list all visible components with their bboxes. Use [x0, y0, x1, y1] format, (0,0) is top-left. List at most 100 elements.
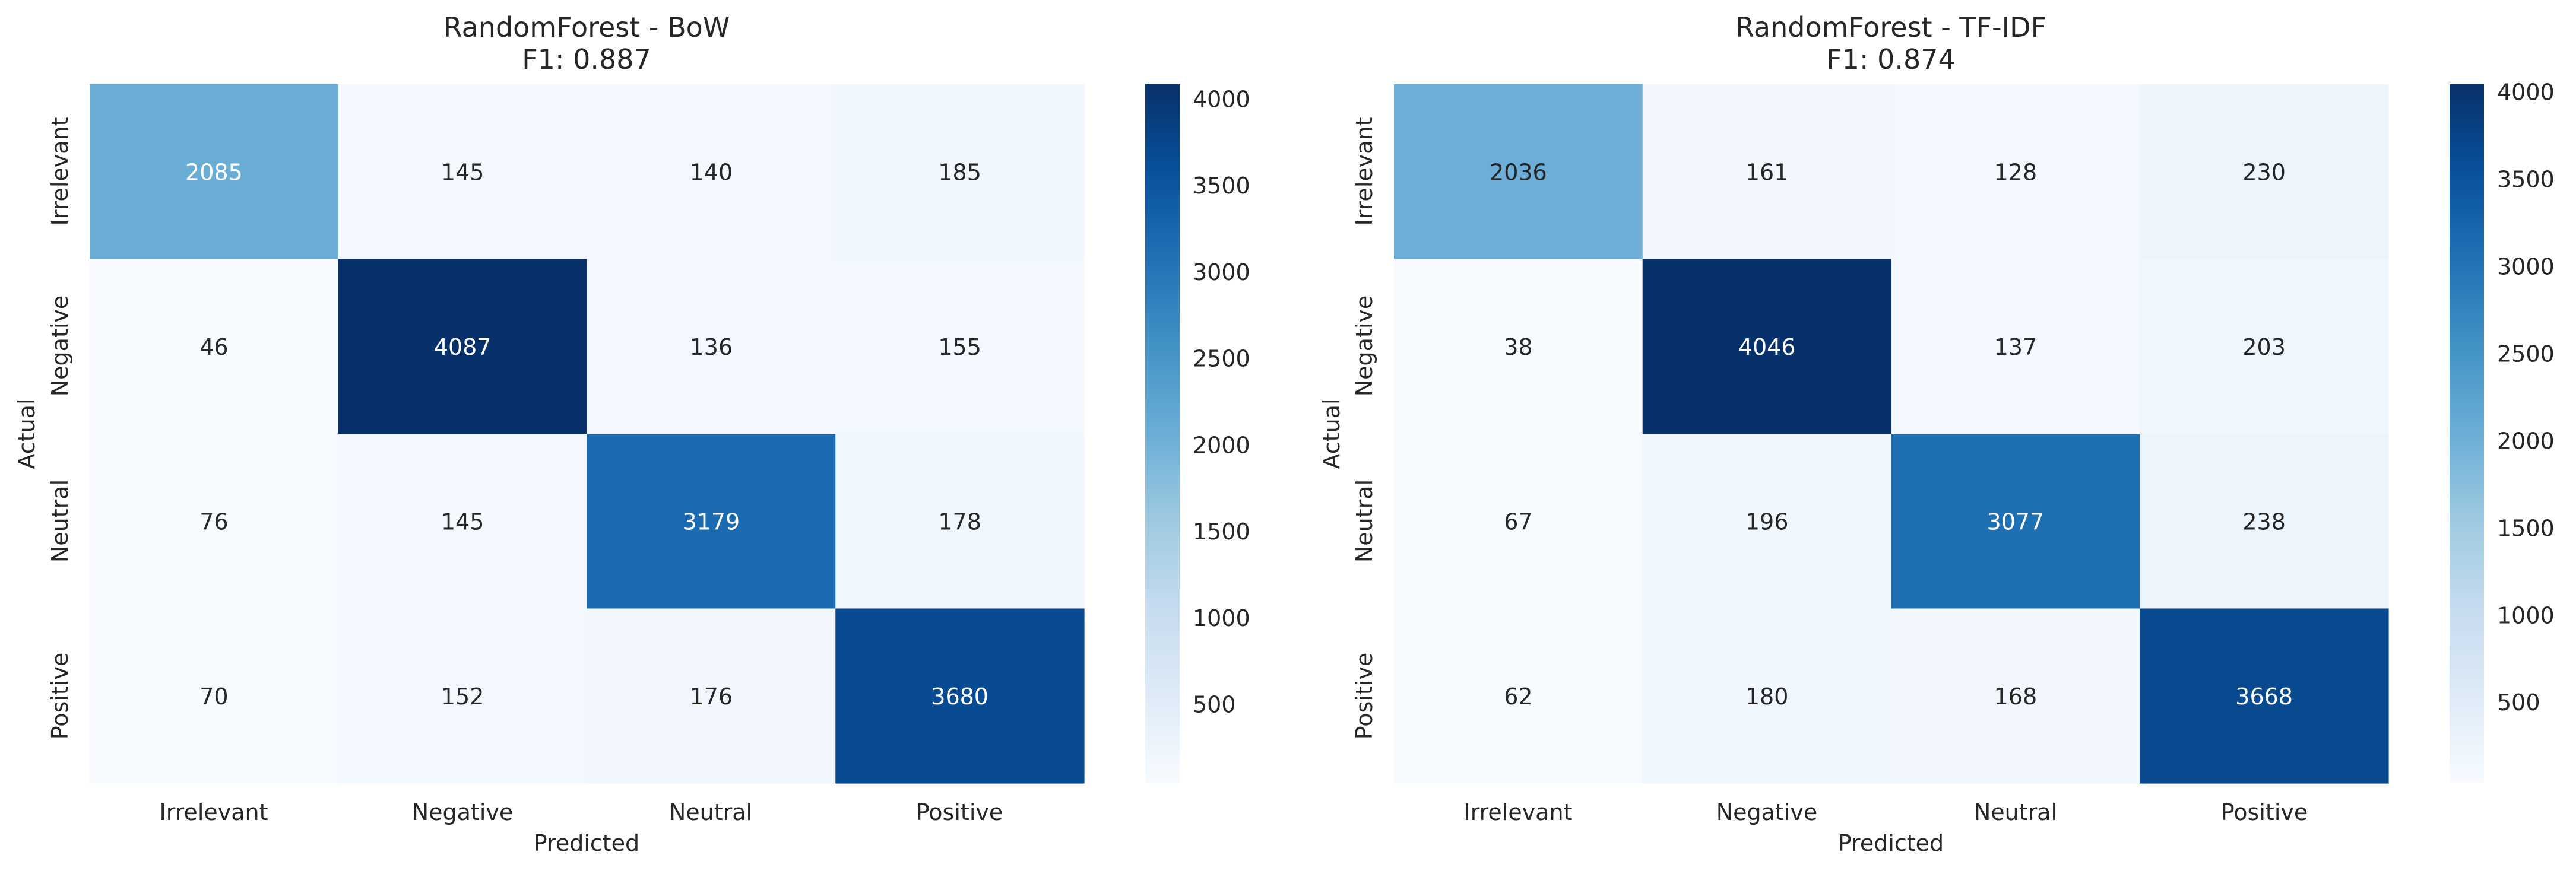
cell-value-label: 155	[938, 334, 981, 360]
cell-value-label: 180	[1745, 684, 1789, 710]
heatmap-cell	[587, 84, 836, 260]
chart-title: RandomForest - BoW	[443, 11, 730, 43]
cell-value-label: 3668	[2235, 684, 2293, 710]
y-tick-label: Negative	[47, 295, 73, 397]
colorbar-tick-label: 2000	[1193, 432, 1250, 458]
colorbar	[1145, 84, 1180, 783]
cell-value-label: 176	[690, 684, 733, 710]
heatmap-cell	[1394, 259, 1643, 434]
cell-value-label: 168	[1994, 684, 2038, 710]
x-tick-label: Irrelevant	[1463, 799, 1572, 825]
colorbar-tick-label: 4000	[1193, 86, 1250, 112]
x-tick-label: Neutral	[669, 799, 752, 825]
y-tick-label: Irrelevant	[47, 117, 73, 225]
x-tick-labels: Irrelevant Negative Neutral Positive	[159, 799, 1003, 825]
heatmap-cell	[338, 608, 588, 784]
heatmap-cell	[587, 434, 836, 609]
chart-subtitle: F1: 0.874	[1826, 43, 1956, 75]
cell-value-label: 38	[1504, 334, 1532, 360]
y-tick-label: Negative	[1351, 295, 1377, 397]
colorbar-tick-label: 500	[1193, 692, 1236, 718]
cell-value-label: 140	[690, 159, 733, 185]
heatmap-cells	[1394, 84, 2389, 784]
heatmap-cell	[90, 84, 339, 260]
cell-value-label: 4046	[1738, 334, 1796, 360]
heatmap-cell	[1394, 434, 1643, 609]
colorbar-tick-label: 2500	[1193, 346, 1250, 372]
colorbar-ticks: 500 1000 1500 2000 2500 3000 3500 4000	[2497, 80, 2555, 716]
heatmap-cell	[338, 84, 588, 260]
x-tick-labels: Irrelevant Negative Neutral Positive	[1463, 799, 2308, 825]
cell-value-label: 3179	[683, 508, 740, 535]
heatmap-cell	[1394, 608, 1643, 784]
colorbar-tick-label: 1500	[1193, 519, 1250, 545]
x-axis-label: Predicted	[1838, 830, 1944, 856]
cell-value-label: 136	[690, 334, 733, 360]
y-tick-label: Neutral	[47, 479, 73, 562]
y-axis-label: Actual	[1319, 398, 1345, 469]
colorbar-tick-label: 1000	[2497, 602, 2555, 628]
x-tick-label: Neutral	[1974, 799, 2057, 825]
cell-value-label: 62	[1504, 684, 1532, 710]
heatmap-cells	[90, 84, 1085, 784]
x-axis-label: Predicted	[534, 830, 639, 856]
y-tick-label: Positive	[47, 653, 73, 740]
cell-value-label: 67	[1504, 508, 1532, 535]
heatmap-cell	[90, 608, 339, 784]
cell-value-label: 145	[441, 159, 484, 185]
cell-value-label: 4087	[434, 334, 492, 360]
heatmap-cell	[835, 84, 1085, 260]
heatmap-cell	[1642, 259, 1892, 434]
heatmap-cell	[1891, 259, 2140, 434]
heatmap-cell	[587, 608, 836, 784]
cell-value-label: 203	[2242, 334, 2286, 360]
chart-subtitle: F1: 0.887	[522, 43, 651, 75]
heatmap-cell	[835, 434, 1085, 609]
x-tick-label: Irrelevant	[159, 799, 268, 825]
y-axis-label: Actual	[14, 398, 40, 469]
heatmap-cell	[1642, 434, 1892, 609]
x-tick-label: Negative	[412, 799, 514, 825]
heatmap-panel-bow: RandomForest - BoW F1: 0.887 2085 145 140 1…	[14, 11, 1250, 856]
heatmap-cell	[587, 259, 836, 434]
cell-value-label: 3077	[1987, 508, 2045, 535]
cell-value-label: 196	[1745, 508, 1789, 535]
heatmap-cell	[1642, 608, 1892, 784]
cell-value-label: 178	[938, 508, 981, 535]
heatmap-cell	[338, 434, 588, 609]
colorbar-tick-label: 3500	[1193, 173, 1250, 199]
heatmap-cell	[835, 259, 1085, 434]
y-tick-labels: Irrelevant Negative Neutral Positive	[1351, 117, 1377, 739]
heatmap-cell	[2140, 84, 2389, 260]
heatmap-cell	[2140, 434, 2389, 609]
heatmap-cell	[835, 608, 1085, 784]
y-tick-labels: Irrelevant Negative Neutral Positive	[47, 117, 73, 739]
heatmap-cell	[1891, 84, 2140, 260]
cell-value-label: 128	[1994, 159, 2038, 185]
heatmap-cell	[1891, 434, 2140, 609]
heatmap-panel-tfidf: RandomForest - TF-IDF F1: 0.874 2036 161 1…	[1319, 11, 2555, 856]
colorbar-tick-label: 1000	[1193, 605, 1250, 631]
cell-value-label: 152	[441, 684, 484, 710]
heatmap-cell	[338, 259, 588, 434]
heatmap-cell	[1891, 608, 2140, 784]
heatmap-annotations: 2085 145 140 185 46 4087 136 155 76 145 3179 178 70 1…	[185, 159, 988, 710]
heatmap-cell	[90, 259, 339, 434]
colorbar-tick-label: 3500	[2497, 166, 2555, 192]
cell-value-label: 3680	[931, 684, 988, 710]
cell-value-label: 161	[1745, 159, 1789, 185]
cell-value-label: 230	[2242, 159, 2286, 185]
x-tick-label: Positive	[916, 799, 1003, 825]
colorbar-tick-label: 500	[2497, 689, 2540, 716]
cell-value-label: 46	[199, 334, 228, 360]
colorbar-tick-label: 3000	[2497, 253, 2555, 279]
cell-value-label: 70	[199, 684, 228, 710]
cell-value-label: 137	[1994, 334, 2038, 360]
heatmap-cell	[2140, 259, 2389, 434]
y-tick-label: Irrelevant	[1351, 117, 1377, 225]
heatmap-cell	[1394, 84, 1643, 260]
cell-value-label: 145	[441, 508, 484, 535]
chart-title: RandomForest - TF-IDF	[1735, 11, 2046, 43]
cell-value-label: 2036	[1490, 159, 1547, 185]
